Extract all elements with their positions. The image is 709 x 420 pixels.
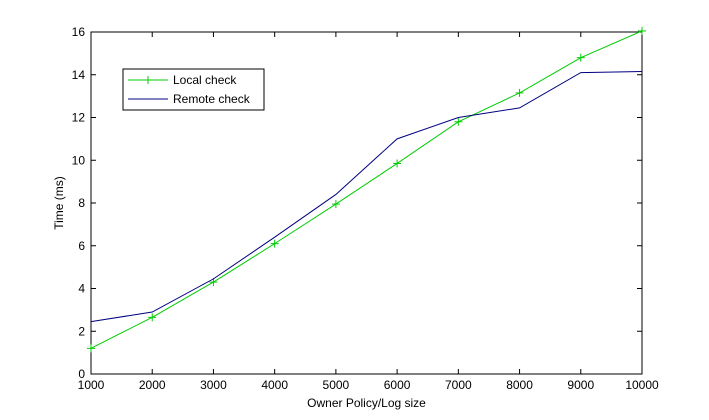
legend-marker-local-check — [144, 76, 152, 84]
y-tick-label: 16 — [72, 25, 86, 39]
series-local-check — [87, 26, 646, 353]
y-tick-label: 14 — [72, 68, 86, 82]
data-point — [393, 159, 402, 168]
legend-box — [122, 68, 265, 111]
data-point — [87, 344, 95, 353]
series-remote-check — [90, 71, 643, 323]
x-tick-label: 9000 — [567, 378, 594, 392]
data-point — [331, 200, 340, 209]
y-tick-label: 2 — [78, 324, 85, 338]
y-tick-label: 8 — [78, 196, 85, 210]
data-point — [270, 239, 279, 248]
x-tick-label: 2000 — [139, 378, 166, 392]
x-axis-label: Owner Policy/Log size — [307, 396, 426, 410]
y-tick-label: 0 — [78, 367, 85, 381]
y-tick-label: 4 — [78, 282, 85, 296]
y-tick-label: 6 — [78, 239, 85, 253]
x-tick-label: 10000 — [625, 378, 659, 392]
y-axis-label: Time (ms) — [52, 176, 66, 230]
y-tick-label: 12 — [72, 111, 86, 125]
x-tick-label: 7000 — [445, 378, 472, 392]
data-point — [454, 117, 463, 126]
x-tick-label: 4000 — [261, 378, 288, 392]
x-tick-label: 5000 — [323, 378, 350, 392]
series-layer — [87, 26, 646, 353]
data-point — [576, 53, 585, 62]
x-tick-label: 1000 — [78, 378, 105, 392]
legend-label-remote-check: Remote check — [173, 92, 251, 106]
data-point — [638, 26, 646, 35]
data-point — [148, 313, 157, 322]
x-tick-labels: 1000 2000 3000 4000 5000 6000 7000 8000 9000 1000… — [78, 378, 659, 392]
y-tick-labels: 0 2 4 6 8 10 12 14 16 — [72, 25, 86, 381]
axis-ticks — [90, 31, 643, 375]
x-tick-label: 3000 — [200, 378, 227, 392]
series-line-local-check — [90, 30, 643, 349]
x-tick-label: 6000 — [384, 378, 411, 392]
series-line-remote-check — [90, 71, 643, 323]
y-tick-label: 10 — [72, 153, 86, 167]
data-point — [515, 88, 524, 97]
legend: Local check Remote check — [122, 68, 265, 111]
legend-label-local-check: Local check — [173, 73, 237, 87]
x-tick-label: 8000 — [506, 378, 533, 392]
